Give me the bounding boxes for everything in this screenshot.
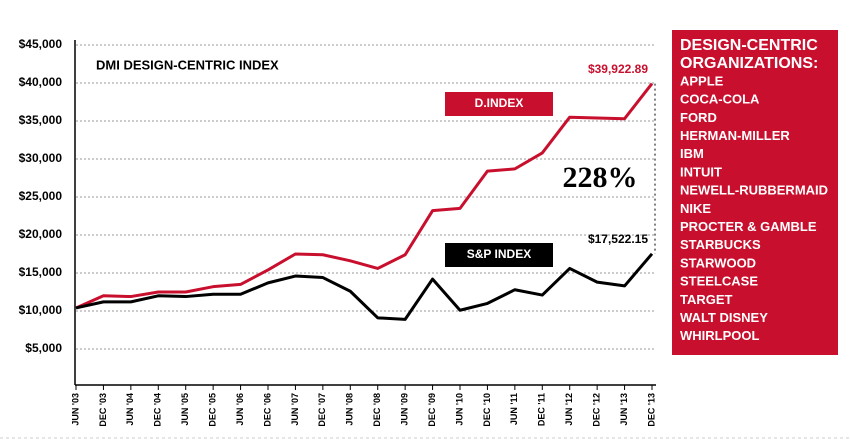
series-line: [75, 252, 654, 321]
y-tick-label: $15,000: [19, 265, 63, 279]
x-tick-label: DEC '13: [646, 393, 656, 427]
panel-item: COCA-COLA: [680, 92, 760, 107]
panel-title: ORGANIZATIONS:: [680, 55, 818, 72]
x-tick-label: DEC '06: [262, 393, 272, 427]
x-tick-label: DEC '05: [208, 393, 218, 427]
x-tick-label: DEC '11: [537, 393, 547, 426]
panel-item: HERMAN-MILLER: [680, 128, 790, 143]
y-tick-label: $20,000: [19, 227, 63, 241]
x-tick-label: JUN '05: [180, 393, 190, 426]
panel: [672, 30, 838, 355]
panel-item: WALT DISNEY: [680, 310, 768, 325]
panel-item: STARWOOD: [680, 255, 756, 270]
panel-item: PROCTER & GAMBLE: [680, 219, 817, 234]
x-tick-label: DEC '12: [592, 393, 602, 427]
panel-item: STEELCASE: [680, 274, 758, 289]
x-tick-label: DEC '04: [153, 393, 163, 427]
y-tick-label: $40,000: [19, 75, 63, 89]
panel-item: INTUIT: [680, 164, 722, 179]
panel-item: APPLE: [680, 73, 724, 88]
x-tick-label: JUN '03: [70, 393, 80, 426]
x-tick-label: JUN '11: [509, 393, 519, 425]
value-label: $39,922.89: [588, 62, 648, 76]
x-tick-label: JUN '04: [125, 393, 135, 426]
value-label: $17,522.15: [588, 232, 648, 246]
x-tick-label: DEC '09: [427, 393, 437, 427]
x-tick-label: JUN '13: [619, 393, 629, 426]
legend-label: D.INDEX: [475, 96, 524, 110]
y-tick-label: $10,000: [19, 303, 63, 317]
y-tick-label: $30,000: [19, 151, 63, 165]
legend-box: [445, 92, 553, 116]
x-tick-label: DEC '07: [317, 393, 327, 427]
legend-box: [445, 243, 553, 267]
x-tick-label: JUN '07: [290, 393, 300, 426]
x-tick-label: JUN '06: [235, 393, 245, 426]
x-tick-label: DEC '08: [372, 393, 382, 427]
panel-title: DESIGN-CENTRIC: [680, 37, 818, 54]
legend-label: S&P INDEX: [467, 247, 531, 261]
panel-item: FORD: [680, 110, 717, 125]
panel-item: WHIRLPOOL: [680, 328, 759, 343]
y-tick-label: $5,000: [25, 341, 62, 355]
y-tick-label: $45,000: [19, 37, 63, 51]
panel-item: TARGET: [680, 292, 733, 307]
series-line: [75, 82, 654, 310]
panel-item: NEWELL-RUBBERMAID: [680, 183, 828, 198]
panel-item: IBM: [680, 146, 704, 161]
panel-item: NIKE: [680, 201, 711, 216]
x-tick-label: JUN '08: [345, 393, 355, 426]
chart-title: DMI DESIGN-CENTRIC INDEX: [96, 57, 279, 72]
x-tick-label: JUN '09: [400, 393, 410, 426]
y-tick-label: $35,000: [19, 113, 63, 127]
annotation: 228%: [563, 161, 638, 194]
x-tick-label: DEC '03: [98, 393, 108, 427]
y-tick-label: $25,000: [19, 189, 63, 203]
x-tick-label: DEC '10: [482, 393, 492, 427]
x-tick-label: JUN '10: [454, 393, 464, 426]
panel-item: STARBUCKS: [680, 237, 761, 252]
x-tick-label: JUN '12: [564, 393, 574, 426]
